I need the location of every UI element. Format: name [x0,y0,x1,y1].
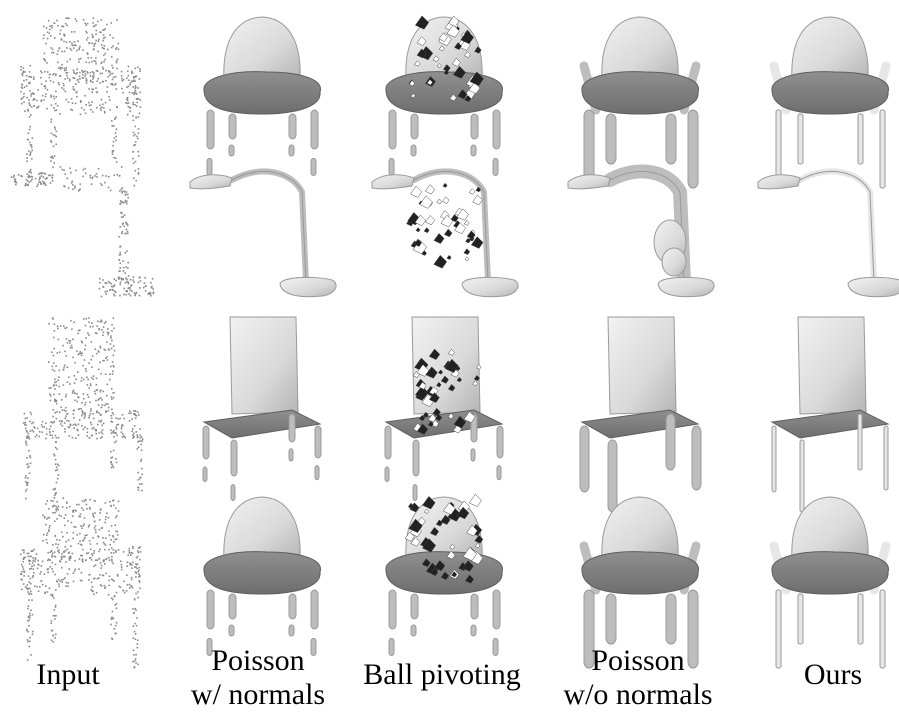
caption-poisson-normals-line2: w/ normals [190,678,326,711]
cell-armchair-2-ours [769,496,891,669]
caption-ours-line1: Ours [803,658,863,691]
cell-chair-ours [770,316,890,513]
cell-chair-poisson-no-normals [579,316,702,513]
cell-lamp-input [10,166,155,298]
cell-chair-ball-pivoting [384,316,504,501]
cell-chair-input [22,317,144,512]
cell-chair-poisson-normals [202,316,322,501]
cell-armchair-2-input [20,497,142,669]
cell-armchair-ball-pivoting [385,15,503,177]
cell-lamp-ours [757,168,899,298]
caption-poisson-no-normals-line2: w/o normals [563,678,713,711]
caption-poisson-normals-line1: Poisson [211,644,305,677]
cell-lamp-ball-pivoting [371,168,519,298]
caption-ball-pivoting-line1: Ball pivoting [363,658,521,691]
cell-armchair-2-poisson-normals [203,496,321,657]
caption-ours: Ours [743,658,899,692]
cell-armchair-2-ball-pivoting [385,493,503,657]
caption-ball-pivoting: Ball pivoting [352,658,532,692]
cell-armchair-input [20,17,142,187]
caption-input-line1: Input [36,658,100,691]
cell-armchair-poisson-no-normals [579,16,701,189]
cell-armchair-2-poisson-no-normals [579,496,701,669]
caption-poisson-no-normals-line1: Poisson [591,644,685,677]
figure-content [10,15,899,669]
caption-poisson-no-normals: Poisson w/o normals [548,644,728,712]
caption-poisson-normals: Poisson w/ normals [168,644,348,712]
cell-lamp-poisson-normals [189,168,337,298]
cell-armchair-ours [769,16,891,189]
caption-input: Input [0,658,158,692]
cell-armchair-poisson-normals [203,16,321,177]
cell-lamp-poisson-no-normals [567,164,715,298]
